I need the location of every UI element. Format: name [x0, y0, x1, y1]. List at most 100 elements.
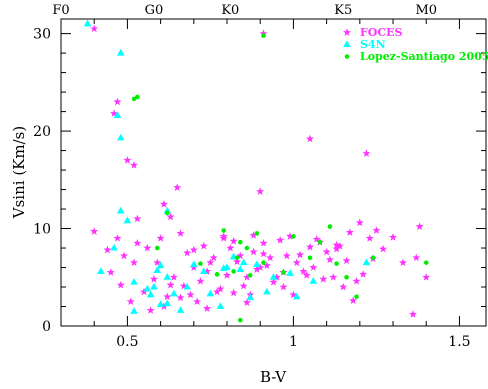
- star-point: [339, 282, 348, 291]
- triangle-point: [236, 265, 245, 272]
- star-point: [306, 242, 315, 251]
- star-point: [242, 273, 251, 281]
- triangle-point: [156, 300, 165, 308]
- star-point: [332, 240, 341, 249]
- star-point: [103, 245, 112, 254]
- legend-label: FOCES: [360, 26, 403, 39]
- star-point: [193, 297, 202, 306]
- star-point: [359, 270, 368, 278]
- star-point: [242, 298, 251, 307]
- dot-point: [261, 260, 266, 265]
- triangle-point: [183, 282, 191, 290]
- triangle-point: [239, 258, 248, 266]
- star-point: [266, 253, 275, 262]
- triangle-point: [216, 302, 225, 310]
- y-tick-label: 10: [33, 222, 51, 238]
- star-point: [345, 228, 354, 236]
- spectral-type-label: K0: [221, 3, 239, 18]
- axis-ticks: [60, 19, 486, 327]
- dot-point: [317, 239, 323, 245]
- star-point: [203, 267, 212, 275]
- triangle-point: [116, 133, 125, 141]
- triangle-point: [116, 206, 125, 214]
- dot-point: [261, 33, 266, 38]
- dot-point: [131, 96, 137, 102]
- star-point: [229, 237, 238, 245]
- triangle-point: [269, 273, 278, 280]
- legend-marker-dot: [344, 54, 350, 59]
- star-point: [299, 267, 308, 275]
- star-point: [189, 245, 198, 254]
- star-point: [342, 256, 351, 265]
- star-point: [123, 156, 132, 164]
- axis-tick-labels: 0.5 1 1.5 0 10 20 30: [33, 27, 470, 350]
- triangle-point: [83, 19, 92, 27]
- star-point: [329, 273, 338, 281]
- star-point: [133, 214, 142, 223]
- dot-point: [198, 261, 203, 266]
- star-point: [272, 273, 281, 281]
- y-tick-label: 0: [42, 319, 51, 335]
- star-point: [126, 297, 135, 306]
- star-point: [216, 284, 225, 293]
- star-point: [296, 250, 305, 259]
- dot-point: [370, 255, 376, 261]
- star-point: [286, 232, 295, 240]
- triangle-point: [362, 258, 371, 266]
- dot-point: [254, 231, 260, 236]
- star-point: [143, 243, 152, 252]
- triangle-point: [143, 284, 152, 292]
- star-point: [110, 109, 119, 117]
- triangle-point: [146, 290, 155, 298]
- dot-point: [281, 270, 286, 275]
- star-point: [106, 268, 115, 276]
- x-tick-label: 0.5: [116, 334, 138, 350]
- y-tick-label: 20: [33, 124, 51, 140]
- star-point: [159, 302, 168, 310]
- triangle-point: [253, 260, 261, 268]
- star-point: [179, 281, 188, 290]
- star-point: [116, 280, 125, 289]
- spectral-type-label: F0: [52, 3, 69, 18]
- star-point: [153, 258, 162, 267]
- x-axis-label: B-V: [260, 368, 287, 386]
- star-point: [355, 218, 364, 227]
- star-point: [236, 251, 245, 260]
- triangle-point: [246, 293, 255, 301]
- star-point: [206, 258, 215, 267]
- plot-frame: [60, 18, 487, 327]
- star-point: [120, 251, 129, 260]
- star-point: [422, 273, 431, 281]
- dot-point: [247, 273, 253, 278]
- dot-point: [291, 234, 296, 239]
- dot-point: [231, 269, 236, 274]
- star-point: [166, 280, 175, 289]
- triangle-point: [163, 273, 172, 280]
- dot-point: [423, 260, 429, 265]
- star-point: [259, 249, 268, 258]
- spectral-type-labels: F0 G0 K0 K5 M0: [52, 3, 437, 18]
- dot-point: [154, 245, 160, 251]
- triangle-point: [130, 307, 138, 314]
- dot-point: [164, 210, 170, 216]
- star-point: [213, 287, 222, 296]
- star-point: [309, 263, 318, 271]
- star-point: [362, 149, 371, 157]
- dot-point: [135, 94, 140, 100]
- star-point: [389, 233, 398, 241]
- star-point: [408, 310, 417, 318]
- star-point: [259, 29, 268, 38]
- triangle-point: [150, 282, 158, 290]
- star-point: [229, 288, 238, 297]
- star-point: [399, 258, 407, 267]
- star-point: [209, 253, 218, 262]
- star-point: [256, 187, 265, 195]
- star-point: [149, 275, 158, 283]
- spectral-type-label: G0: [145, 3, 164, 18]
- star-point: [319, 275, 328, 283]
- y-tick-label: 30: [33, 27, 51, 43]
- star-point: [292, 258, 301, 267]
- star-point: [322, 247, 331, 256]
